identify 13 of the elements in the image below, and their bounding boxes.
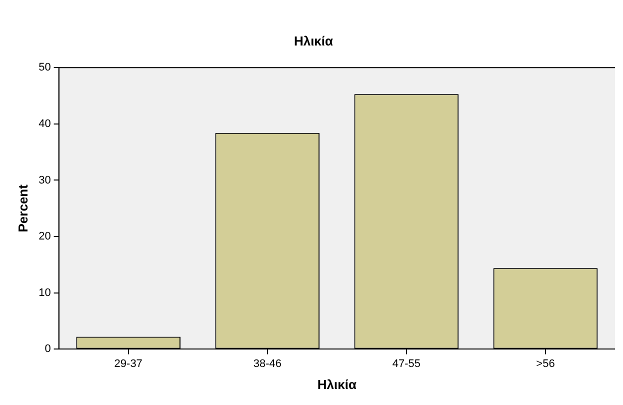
x-tick-label: 47-55 xyxy=(392,358,421,370)
y-tick-label: 0 xyxy=(44,343,51,356)
x-tick-label: 38-46 xyxy=(253,358,282,370)
y-axis-title: Percent xyxy=(15,184,30,232)
y-tick-label: 30 xyxy=(38,174,51,186)
x-tick-label: 29-37 xyxy=(114,358,142,370)
x-tick-label: >56 xyxy=(536,358,555,370)
chart-title: Ηλικία xyxy=(294,33,334,48)
y-tick-label: 20 xyxy=(38,230,51,243)
y-tick-label: 50 xyxy=(38,62,51,74)
x-axis-title: Ηλικία xyxy=(317,376,356,392)
y-tick-label: 10 xyxy=(38,286,51,299)
y-tick-label: 40 xyxy=(38,118,51,130)
